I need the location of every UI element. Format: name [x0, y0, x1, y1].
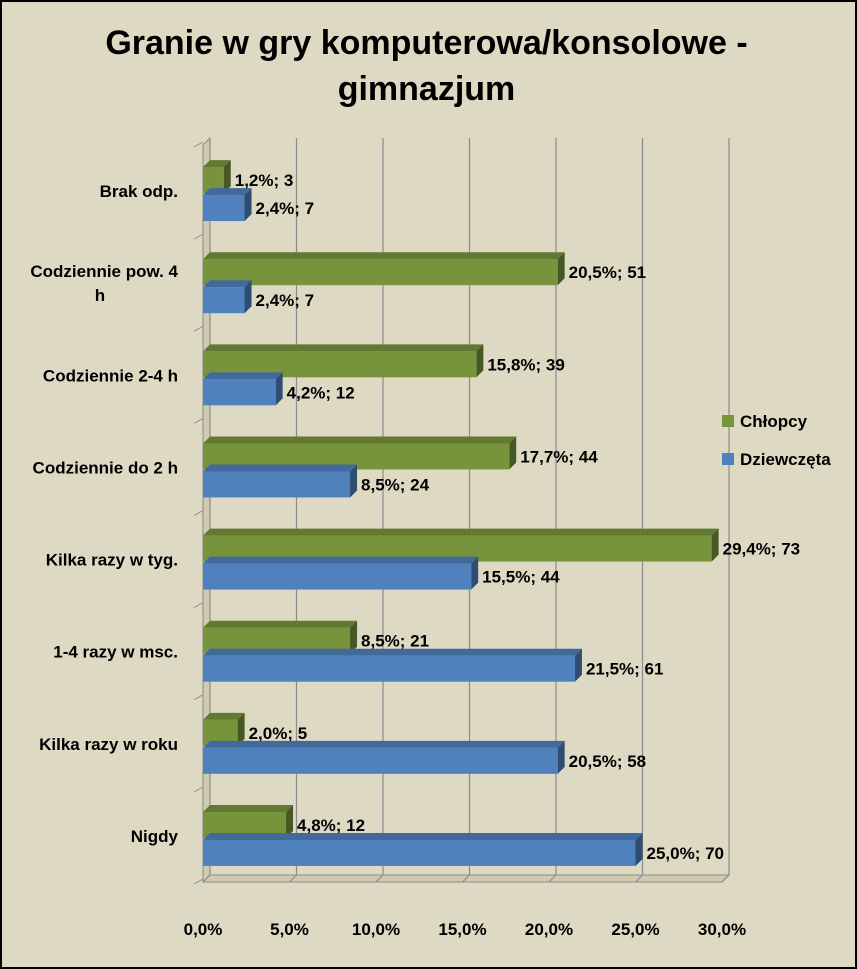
x-tick-label: 20,0% [525, 920, 573, 939]
bar-side [244, 280, 252, 314]
bar-top [203, 740, 565, 748]
bar-side [350, 620, 358, 654]
floor-gridline [202, 874, 211, 883]
y-tick-mark [193, 233, 204, 240]
category-label: Kilka razy w roku [39, 735, 178, 754]
legend-swatch [722, 415, 734, 427]
bar-top [203, 832, 643, 840]
bar [203, 655, 575, 682]
bar-side [286, 804, 294, 838]
bar-side [244, 188, 252, 222]
bar-top [203, 648, 582, 656]
chart-title-line-1: Granie w gry komputerowa/konsolowe - [105, 24, 748, 62]
bar-top [203, 804, 294, 812]
bar-top [203, 556, 479, 564]
data-label: 20,5%; 51 [569, 263, 647, 282]
y-tick-mark [193, 602, 204, 609]
y-tick-mark [193, 325, 204, 332]
chart-title: Granie w gry komputerowa/konsolowe - gim… [0, 20, 853, 112]
bar-top [203, 160, 231, 168]
bar [203, 287, 245, 314]
bar [203, 471, 351, 498]
bar-side [574, 648, 582, 682]
bar-top [203, 464, 358, 472]
y-tick-mark [193, 510, 204, 516]
bar-top [203, 188, 252, 196]
y-tick-mark [193, 786, 204, 793]
legend-swatch [722, 453, 734, 465]
category-label: Codziennie 2-4 h [43, 366, 178, 385]
bar [203, 167, 224, 194]
bar-top [203, 344, 484, 352]
bar-top [203, 372, 283, 380]
floor-gridline [289, 874, 297, 883]
category-label: Nigdy [131, 827, 179, 846]
floor-gridline [462, 874, 470, 883]
bar [203, 747, 558, 774]
data-label: 21,5%; 61 [586, 660, 664, 679]
floor-gridline [548, 874, 557, 883]
bar-top [203, 712, 245, 720]
data-label: 29,4%; 73 [723, 540, 801, 559]
category-label: Codziennie do 2 h [33, 458, 178, 477]
category-label: Kilka razy w tyg. [46, 551, 178, 570]
bar-side [350, 464, 358, 498]
data-label: 2,0%; 5 [249, 724, 308, 743]
data-label: 4,8%; 12 [297, 816, 365, 835]
data-label: 8,5%; 24 [361, 475, 430, 494]
bar-top [203, 280, 252, 288]
bar [203, 379, 276, 406]
data-label: 8,5%; 21 [361, 632, 429, 651]
bar-side [237, 712, 245, 746]
bar-side [275, 372, 283, 406]
data-label: 4,2%; 12 [287, 383, 355, 402]
bar-side [471, 556, 479, 590]
x-tick-label: 0,0% [184, 920, 223, 939]
bar-side [509, 436, 517, 470]
bar-side [557, 740, 565, 774]
bar [203, 195, 245, 222]
data-label: 1,2%; 3 [235, 171, 294, 190]
bar-side [557, 252, 565, 286]
bar [203, 259, 558, 286]
floor-gridline [375, 874, 384, 883]
legend-label: Chłopcy [740, 412, 808, 431]
bar-side [711, 528, 719, 562]
data-label: 2,4%; 7 [256, 199, 315, 218]
x-tick-label: 15,0% [438, 920, 486, 939]
bar-side [635, 832, 643, 866]
data-label: 20,5%; 58 [569, 752, 647, 771]
bar [203, 839, 636, 866]
category-label: 1-4 razy w msc. [53, 643, 178, 662]
x-tick-label: 10,0% [352, 920, 400, 939]
legend-label: Dziewczęta [740, 450, 831, 469]
x-tick-label: 25,0% [611, 920, 659, 939]
bar-top [203, 528, 719, 536]
floor-gridline [635, 874, 643, 883]
bar-side [223, 160, 231, 194]
bar-top [203, 436, 517, 444]
y-tick-mark [193, 878, 204, 885]
data-label: 2,4%; 7 [256, 291, 315, 310]
category-label: Brak odp. [100, 182, 178, 201]
chart-title-line-2: gimnazjum [337, 70, 516, 108]
floor-gridline [721, 874, 730, 883]
data-label: 15,5%; 44 [482, 568, 560, 587]
y-tick-mark [193, 694, 204, 701]
data-label: 17,7%; 44 [520, 447, 598, 466]
x-tick-label: 30,0% [698, 920, 746, 939]
bar-side [476, 344, 484, 378]
bar [203, 563, 472, 590]
y-tick-mark [193, 417, 204, 424]
data-label: 25,0%; 70 [647, 844, 725, 863]
bar-top [203, 620, 358, 628]
y-tick-mark [193, 141, 204, 148]
bar-top [203, 252, 565, 260]
x-tick-label: 5,0% [270, 920, 309, 939]
data-label: 15,8%; 39 [487, 355, 564, 374]
